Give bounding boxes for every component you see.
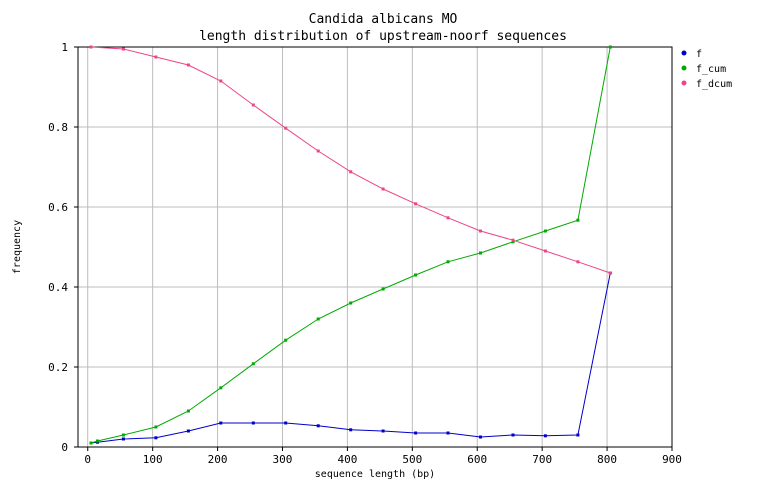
data-point xyxy=(316,317,320,321)
series-line-f xyxy=(90,272,611,444)
data-point xyxy=(511,433,515,437)
x-tick-label: 400 xyxy=(337,453,357,466)
data-point xyxy=(284,126,288,130)
data-point xyxy=(511,240,515,244)
data-point xyxy=(186,63,190,67)
legend-label: f xyxy=(696,49,702,60)
data-point xyxy=(608,45,612,49)
series-line-f-cum xyxy=(90,46,611,444)
data-point xyxy=(251,362,255,366)
data-point xyxy=(446,216,450,220)
y-tick-label: 0.6 xyxy=(48,201,68,214)
x-tick-label: 600 xyxy=(467,453,487,466)
data-point xyxy=(284,421,288,425)
legend-label: f_cum xyxy=(696,64,726,75)
data-point xyxy=(381,287,385,291)
data-point xyxy=(479,435,482,439)
data-point xyxy=(576,260,580,264)
data-point xyxy=(414,273,418,277)
data-point xyxy=(284,338,288,342)
data-point xyxy=(543,434,547,438)
data-point xyxy=(576,433,580,437)
chart-subtitle: length distribution of upstream-noorf se… xyxy=(199,29,567,44)
data-point xyxy=(381,429,385,433)
y-tick-label: 0.4 xyxy=(48,281,68,294)
series-line-f-dcum xyxy=(90,46,611,274)
legend: f f_cum f_dcum xyxy=(681,49,732,90)
legend-marker xyxy=(681,80,687,86)
data-point xyxy=(349,170,353,174)
data-point xyxy=(414,431,418,435)
y-tick-label: 0.2 xyxy=(48,361,68,374)
data-point xyxy=(121,437,125,441)
data-point xyxy=(446,431,450,435)
data-point xyxy=(479,251,482,255)
data-point xyxy=(219,421,223,425)
data-point xyxy=(219,79,223,83)
x-tick-label: 700 xyxy=(532,453,552,466)
data-point xyxy=(96,439,99,443)
x-tick-label: 100 xyxy=(143,453,163,466)
grid xyxy=(78,47,672,447)
data-point xyxy=(608,271,612,275)
axis-ticks: 0 100 200 300 400 500 600 700 800 900 0 0.2 0.4 0.6 0.… xyxy=(48,41,682,466)
data-point xyxy=(251,103,255,107)
x-tick-label: 300 xyxy=(273,453,293,466)
data-point xyxy=(543,229,547,233)
data-point xyxy=(479,229,482,233)
y-tick-label: 1 xyxy=(61,41,68,54)
legend-marker xyxy=(681,65,687,71)
data-point xyxy=(154,55,158,59)
plot-frame xyxy=(77,46,673,448)
x-tick-label: 200 xyxy=(208,453,228,466)
legend-label: f_dcum xyxy=(696,79,732,90)
data-point xyxy=(446,260,450,264)
data-point xyxy=(576,218,580,222)
chart-title: Candida albicans MO xyxy=(309,12,458,27)
data-point xyxy=(349,428,353,432)
data-point xyxy=(219,386,223,390)
data-point xyxy=(121,47,125,51)
data-point xyxy=(381,187,385,191)
data-point xyxy=(251,421,255,425)
y-tick-label: 0 xyxy=(61,441,68,454)
x-tick-label: 900 xyxy=(662,453,682,466)
data-point xyxy=(414,202,418,206)
data-point xyxy=(349,301,353,305)
series-group xyxy=(89,45,612,445)
data-point xyxy=(154,425,158,429)
data-point xyxy=(89,45,93,49)
data-point xyxy=(186,429,190,433)
data-point xyxy=(316,424,320,428)
data-point xyxy=(121,433,125,437)
data-point xyxy=(511,238,515,242)
x-axis-label: sequence length (bp) xyxy=(315,469,435,480)
legend-marker xyxy=(681,50,687,56)
data-point xyxy=(316,149,320,153)
data-point xyxy=(186,409,190,413)
y-tick-label: 0.8 xyxy=(48,121,68,134)
data-point xyxy=(89,441,93,445)
x-tick-label: 800 xyxy=(597,453,617,466)
data-point xyxy=(154,436,158,440)
x-tick-label: 0 xyxy=(84,453,91,466)
x-tick-label: 500 xyxy=(402,453,422,466)
data-point xyxy=(543,249,547,253)
y-axis-label: frequency xyxy=(12,220,23,274)
